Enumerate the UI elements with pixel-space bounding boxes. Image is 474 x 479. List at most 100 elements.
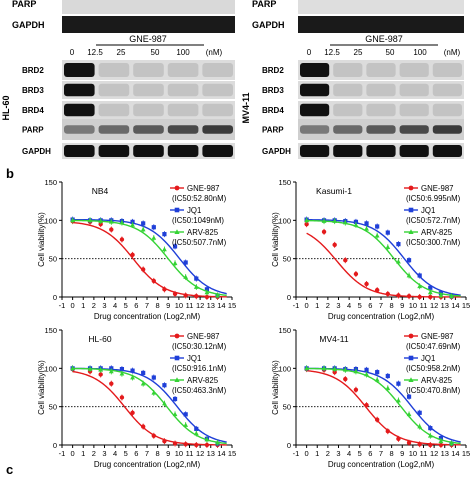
legend-ic50-label: (IC50:1049nM) xyxy=(172,216,224,225)
data-point xyxy=(374,287,380,293)
dose-label: 0 xyxy=(307,48,312,57)
y-tick-label: 50 xyxy=(283,255,291,264)
data-point xyxy=(172,411,178,417)
x-tick-label: 3 xyxy=(102,301,106,310)
blot-band xyxy=(333,125,363,134)
x-tick-label: 15 xyxy=(228,449,236,458)
blot-row-label: BRD4 xyxy=(262,106,284,115)
legend-marker xyxy=(174,207,180,213)
x-tick-label: 3 xyxy=(336,301,340,310)
data-point xyxy=(343,376,348,382)
data-point xyxy=(438,438,444,443)
blot-band xyxy=(300,125,330,134)
data-point xyxy=(353,222,359,227)
legend-series-name: ARV-825 xyxy=(421,228,453,237)
blot-band xyxy=(366,83,396,97)
x-tick-label: 3 xyxy=(336,449,340,458)
data-point xyxy=(151,235,157,240)
data-point xyxy=(109,366,114,371)
blot-band xyxy=(64,83,95,97)
x-tick-label: 9 xyxy=(400,449,404,458)
legend-series-name: GNE-987 xyxy=(421,332,454,341)
series-curve-GNE-987 xyxy=(72,370,227,446)
blot-band xyxy=(300,63,330,77)
blot-band xyxy=(399,145,429,157)
blot-band xyxy=(98,103,130,117)
x-tick-label: 10 xyxy=(175,449,183,458)
x-tick-label: 12 xyxy=(430,449,438,458)
data-point xyxy=(151,278,156,284)
blot-band xyxy=(300,83,330,97)
x-tick-label: 2 xyxy=(326,449,330,458)
dose-label: 0 xyxy=(70,48,75,57)
legend-ic50-label: (IC50:52.80nM) xyxy=(172,194,227,203)
data-point xyxy=(130,410,135,415)
blot-row-label: BRD3 xyxy=(262,86,284,95)
data-point xyxy=(417,424,423,429)
blot-band xyxy=(167,145,199,157)
x-tick-label: 15 xyxy=(462,449,470,458)
data-point xyxy=(417,410,422,415)
data-point xyxy=(396,436,401,442)
data-point xyxy=(427,433,433,438)
data-point xyxy=(183,274,189,279)
x-tick-label: 4 xyxy=(347,449,351,458)
blot-row-label: GAPDH xyxy=(22,147,51,156)
blot-band xyxy=(333,83,363,97)
data-point xyxy=(406,394,412,399)
data-point xyxy=(375,224,380,229)
blot-row-label: BRD4 xyxy=(22,106,44,115)
legend-marker xyxy=(408,185,414,191)
series-curve-GNE-987 xyxy=(306,232,461,298)
data-point xyxy=(130,222,135,227)
series-curve-JQ1 xyxy=(72,218,227,295)
data-point xyxy=(172,291,178,297)
blot-band xyxy=(399,83,429,97)
x-tick-label: 13 xyxy=(207,449,215,458)
data-point xyxy=(172,244,178,249)
data-point xyxy=(98,367,104,372)
data-point xyxy=(108,368,114,374)
data-point xyxy=(119,237,125,242)
legend-marker xyxy=(408,333,414,339)
data-point xyxy=(204,287,210,292)
blot-band xyxy=(432,63,462,77)
y-tick-label: 100 xyxy=(44,364,57,373)
data-point xyxy=(183,293,188,298)
legend-marker xyxy=(408,377,414,382)
blot-row-label: GAPDH xyxy=(262,147,291,156)
data-point xyxy=(140,381,146,386)
y-tick-label: 0 xyxy=(287,441,291,450)
data-point xyxy=(109,227,114,232)
data-point xyxy=(172,260,178,266)
data-point xyxy=(343,258,348,263)
dose-label: 25 xyxy=(354,48,363,57)
x-tick-label: 2 xyxy=(92,449,96,458)
data-point xyxy=(304,221,309,227)
blot-band xyxy=(366,103,396,117)
data-point xyxy=(215,292,220,298)
blot-band xyxy=(432,125,462,134)
series-curve-ARV-825 xyxy=(72,367,227,445)
data-point xyxy=(70,365,76,371)
data-point xyxy=(428,294,433,300)
chart-title: MV4-11 xyxy=(319,334,348,344)
data-point xyxy=(438,292,444,298)
x-tick-label: 1 xyxy=(315,301,319,310)
data-point xyxy=(396,397,401,403)
blot-left xyxy=(62,60,235,159)
data-point xyxy=(151,433,156,438)
x-tick-label: 0 xyxy=(71,449,75,458)
blot-band xyxy=(133,125,164,134)
blot-band xyxy=(333,103,363,117)
data-point xyxy=(321,229,327,235)
data-point xyxy=(109,381,114,386)
x-tick-label: 1 xyxy=(315,449,319,458)
x-tick-label: 5 xyxy=(124,449,128,458)
data-point xyxy=(396,259,401,264)
x-tick-label: 7 xyxy=(145,301,149,310)
legend-ic50-label: (IC50:507.7nM) xyxy=(172,238,227,247)
legend-marker xyxy=(408,229,414,234)
